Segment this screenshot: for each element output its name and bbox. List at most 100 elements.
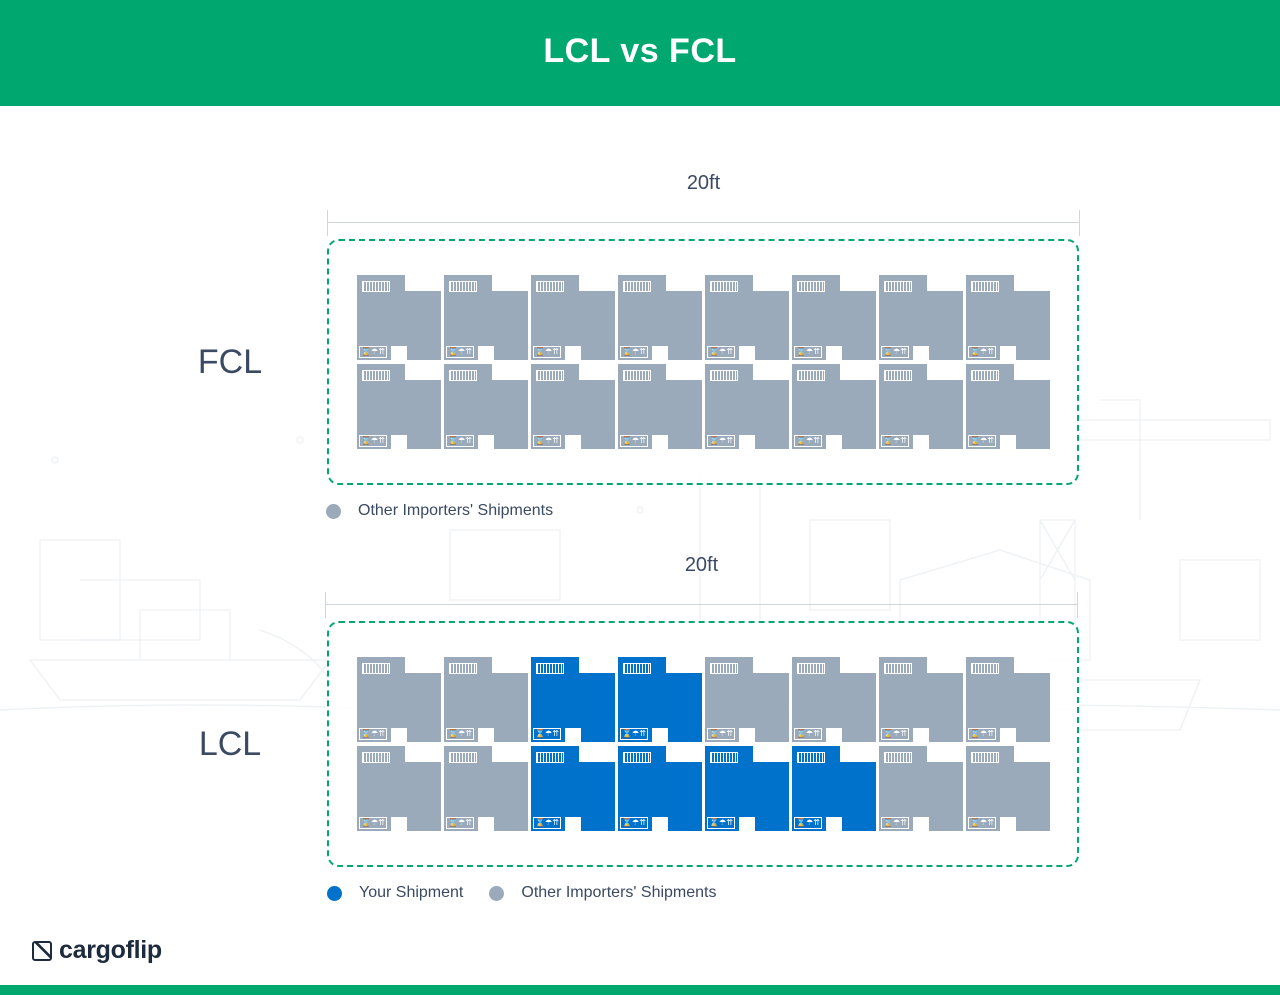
- box-notch: [840, 275, 876, 291]
- handling-symbols-icon: ⌛☂⇈: [620, 817, 648, 829]
- handling-symbols-icon: ⌛☂⇈: [359, 346, 387, 358]
- handling-symbols-icon: ⌛☂⇈: [446, 728, 474, 740]
- fcl-dimension: 20ft: [327, 172, 1080, 236]
- box-notch: [913, 728, 929, 742]
- box-notch: [565, 728, 581, 742]
- barcode-icon: [536, 752, 564, 763]
- handling-symbols-icon: ⌛☂⇈: [533, 728, 561, 740]
- your-shipment-box: ⌛☂⇈: [705, 746, 789, 831]
- handling-symbols-icon: ⌛☂⇈: [359, 728, 387, 740]
- legend-item: Other Importers' Shipments: [489, 884, 717, 902]
- other-shipment-box: ⌛☂⇈: [444, 364, 528, 449]
- handling-symbols-icon: ⌛☂⇈: [881, 346, 909, 358]
- other-shipment-box: ⌛☂⇈: [357, 746, 441, 831]
- other-shipment-box: ⌛☂⇈: [705, 657, 789, 742]
- barcode-icon: [710, 281, 738, 292]
- box-notch: [666, 275, 702, 291]
- handling-symbols-icon: ⌛☂⇈: [533, 346, 561, 358]
- other-shipment-box: ⌛☂⇈: [531, 364, 615, 449]
- barcode-icon: [797, 281, 825, 292]
- box-notch: [1000, 435, 1016, 449]
- handling-symbols-icon: ⌛☂⇈: [707, 728, 735, 740]
- box-notch: [666, 657, 702, 673]
- box-notch: [405, 657, 441, 673]
- box-notch: [492, 364, 528, 380]
- box-notch: [913, 346, 929, 360]
- box-notch: [652, 728, 668, 742]
- barcode-icon: [884, 663, 912, 674]
- box-notch: [1014, 657, 1050, 673]
- other-shipment-box: ⌛☂⇈: [618, 364, 702, 449]
- barcode-icon: [971, 370, 999, 381]
- handling-symbols-icon: ⌛☂⇈: [359, 435, 387, 447]
- box-notch: [739, 435, 755, 449]
- box-notch: [1014, 364, 1050, 380]
- box-notch: [405, 275, 441, 291]
- box-notch: [565, 346, 581, 360]
- box-notch: [927, 364, 963, 380]
- other-shipment-box: ⌛☂⇈: [444, 657, 528, 742]
- header-bar: LCL vs FCL: [0, 0, 1280, 106]
- box-notch: [391, 346, 407, 360]
- barcode-icon: [536, 663, 564, 674]
- barcode-icon: [884, 281, 912, 292]
- box-notch: [1014, 746, 1050, 762]
- legend-item: Your Shipment: [327, 884, 463, 902]
- other-shipment-box: ⌛☂⇈: [705, 364, 789, 449]
- box-notch: [492, 275, 528, 291]
- handling-symbols-icon: ⌛☂⇈: [881, 435, 909, 447]
- box-notch: [913, 435, 929, 449]
- box-notch: [405, 746, 441, 762]
- barcode-icon: [971, 281, 999, 292]
- legend-dot-icon: [489, 885, 505, 901]
- box-notch: [913, 817, 929, 831]
- lcl-container: ⌛☂⇈ ⌛☂⇈ ⌛☂⇈ ⌛☂⇈ ⌛☂⇈ ⌛☂⇈ ⌛☂⇈ ⌛☂⇈ ⌛☂⇈ ⌛☂⇈ ⌛☂⇈ ⌛☂⇈ ⌛☂⇈ ⌛…: [327, 621, 1079, 867]
- barcode-icon: [449, 663, 477, 674]
- other-shipment-box: ⌛☂⇈: [705, 275, 789, 360]
- box-notch: [579, 746, 615, 762]
- box-notch: [753, 364, 789, 380]
- box-notch: [739, 728, 755, 742]
- handling-symbols-icon: ⌛☂⇈: [533, 817, 561, 829]
- box-notch: [478, 728, 494, 742]
- box-notch: [1000, 728, 1016, 742]
- page-title: LCL vs FCL: [543, 31, 737, 70]
- barcode-icon: [362, 663, 390, 674]
- box-notch: [565, 817, 581, 831]
- other-shipment-box: ⌛☂⇈: [618, 275, 702, 360]
- barcode-icon: [623, 663, 651, 674]
- handling-symbols-icon: ⌛☂⇈: [707, 435, 735, 447]
- barcode-icon: [797, 370, 825, 381]
- barcode-icon: [449, 752, 477, 763]
- your-shipment-box: ⌛☂⇈: [531, 657, 615, 742]
- handling-symbols-icon: ⌛☂⇈: [707, 346, 735, 358]
- box-notch: [1000, 817, 1016, 831]
- box-notch: [579, 364, 615, 380]
- other-shipment-box: ⌛☂⇈: [879, 657, 963, 742]
- handling-symbols-icon: ⌛☂⇈: [533, 435, 561, 447]
- footer-bar: [0, 985, 1280, 995]
- barcode-icon: [710, 370, 738, 381]
- box-notch: [391, 435, 407, 449]
- dimension-tick-left: [325, 592, 326, 618]
- handling-symbols-icon: ⌛☂⇈: [620, 346, 648, 358]
- box-notch: [579, 275, 615, 291]
- handling-symbols-icon: ⌛☂⇈: [446, 435, 474, 447]
- your-shipment-box: ⌛☂⇈: [618, 746, 702, 831]
- handling-symbols-icon: ⌛☂⇈: [794, 346, 822, 358]
- box-notch: [565, 435, 581, 449]
- box-notch: [826, 435, 842, 449]
- box-notch: [753, 746, 789, 762]
- barcode-icon: [623, 752, 651, 763]
- other-shipment-box: ⌛☂⇈: [879, 364, 963, 449]
- barcode-icon: [884, 370, 912, 381]
- handling-symbols-icon: ⌛☂⇈: [881, 728, 909, 740]
- your-shipment-box: ⌛☂⇈: [792, 746, 876, 831]
- box-notch: [840, 364, 876, 380]
- lcl-dimension: 20ft: [325, 554, 1078, 618]
- box-notch: [1000, 346, 1016, 360]
- dimension-tick-left: [327, 210, 328, 236]
- handling-symbols-icon: ⌛☂⇈: [620, 728, 648, 740]
- fcl-label: FCL: [197, 343, 263, 381]
- box-notch: [927, 275, 963, 291]
